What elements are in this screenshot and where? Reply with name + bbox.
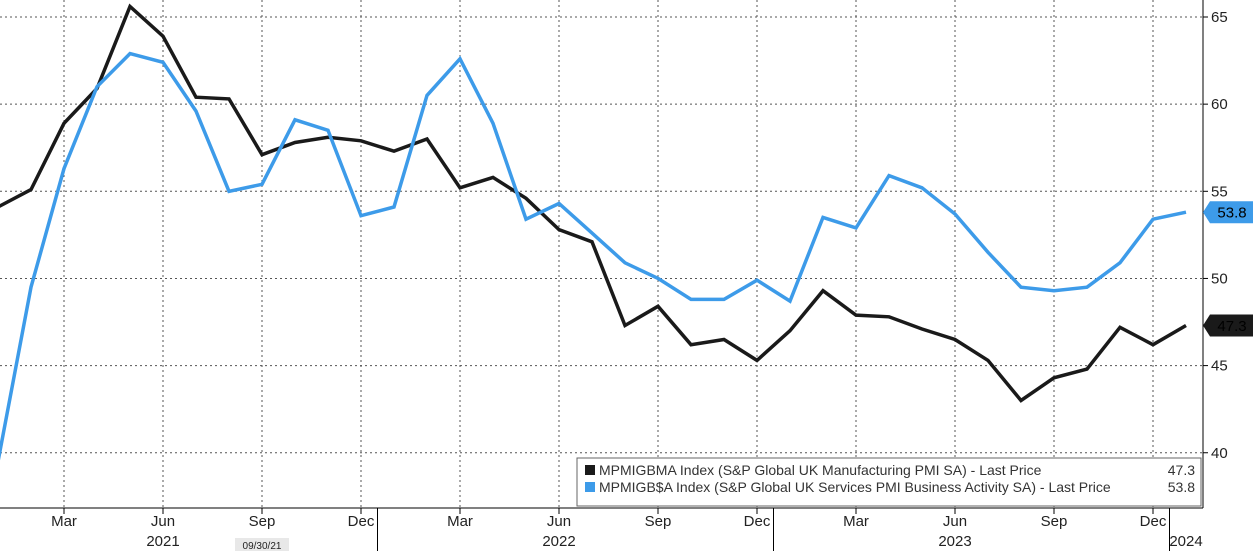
- series-line-1: [0, 3, 1187, 403]
- x-tick-label: Dec: [744, 513, 771, 530]
- x-tick-label: Mar: [843, 513, 869, 530]
- cursor-date-box: [235, 538, 289, 551]
- y-tick-label: 45: [1211, 358, 1228, 375]
- grid-layer: [0, 0, 1203, 508]
- x-tick-label: Sep: [645, 513, 672, 530]
- label-layer: 47.3 53.8: [1203, 201, 1253, 337]
- y-tick-label: 40: [1211, 445, 1228, 462]
- legend-value-1: 47.3: [1168, 462, 1195, 478]
- last-value-label-text: 47.3: [1217, 318, 1246, 335]
- legend-swatch-1: [585, 465, 595, 475]
- year-label: 2023: [938, 533, 971, 550]
- x-tick-label: Dec: [348, 513, 375, 530]
- legend-swatch-2: [585, 482, 595, 492]
- x-tick-label: Sep: [1041, 513, 1068, 530]
- legend-box: [576, 457, 1202, 507]
- last-value-label-bg: [1203, 314, 1253, 337]
- x-tick-label: Dec: [1140, 513, 1167, 530]
- cursor-date-label: 09/30/21: [243, 541, 282, 551]
- last-value-label-bg: [1203, 201, 1253, 224]
- last-value-label-1: 47.3: [1203, 314, 1253, 337]
- last-value-label-text: 53.8: [1217, 205, 1246, 222]
- legend-entry-2: MPMIGB$A Index (S&P Global UK Services P…: [599, 479, 1111, 495]
- legend: MPMIGBMA Index (S&P Global UK Manufactur…: [576, 457, 1202, 507]
- y-tick-label: 50: [1211, 270, 1228, 287]
- x-tick-label: Jun: [943, 513, 967, 530]
- x-tick-label: Mar: [447, 513, 473, 530]
- y-tick-label: 65: [1211, 9, 1228, 26]
- year-label: 2021: [146, 533, 179, 550]
- year-label: 2024: [1169, 533, 1202, 550]
- series-layer: [0, 3, 1187, 461]
- legend-value-2: 53.8: [1168, 479, 1195, 495]
- y-tick-label: 55: [1211, 183, 1228, 200]
- y-tick-label: 60: [1211, 96, 1228, 113]
- x-tick-label: Jun: [547, 513, 571, 530]
- year-label: 2022: [542, 533, 575, 550]
- x-tick-label: Jun: [151, 513, 175, 530]
- x-tick-label: Mar: [51, 513, 77, 530]
- x-tick-label: Sep: [249, 513, 276, 530]
- legend-entry-1: MPMIGBMA Index (S&P Global UK Manufactur…: [599, 462, 1042, 478]
- series-line-2: [0, 51, 1187, 461]
- last-value-label-2: 53.8: [1203, 201, 1253, 224]
